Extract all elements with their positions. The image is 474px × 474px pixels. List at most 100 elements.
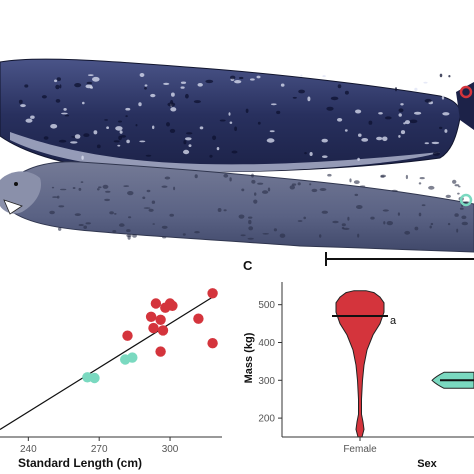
seal-spot [256, 75, 261, 79]
seal-spot [405, 120, 410, 125]
seal-spot [424, 98, 432, 103]
seal-spot [92, 76, 100, 82]
seal-spot [398, 113, 402, 117]
seal-spot [357, 233, 360, 238]
seal-spot [341, 223, 346, 227]
seal-spot [24, 84, 29, 88]
seal-spot [239, 76, 244, 80]
seal-spot [167, 102, 176, 107]
seal-spot [104, 119, 108, 121]
seal-spot [152, 125, 155, 130]
seal-spot [270, 103, 277, 106]
seal-spot [311, 188, 318, 193]
seal-spot [59, 84, 62, 89]
violin-panel: 200 300 400 500 Mass (kg) a Female Sex [243, 282, 474, 470]
seal-spot [356, 205, 363, 209]
scatter-x-ticks: 240 270 300 [20, 437, 179, 455]
seal-spot [457, 192, 460, 195]
seal-spot [180, 81, 187, 84]
seal-spot [397, 212, 400, 216]
seal-spot [234, 126, 238, 132]
seal-spot [248, 226, 254, 231]
seal-spot [185, 93, 189, 99]
seal-spot [280, 83, 285, 87]
seal-spot [409, 119, 418, 124]
seal-spot [405, 174, 408, 180]
seal-spot [303, 216, 307, 220]
seal-spot [461, 215, 467, 220]
seal-spot [55, 99, 61, 103]
seal-spot [353, 180, 360, 185]
seal-spot [368, 120, 373, 125]
seal-spot [376, 136, 383, 141]
seal-spot [43, 136, 49, 140]
seal-spot [454, 213, 459, 217]
seal-spot [216, 147, 220, 151]
seal-spot [139, 73, 145, 77]
seal-spot [445, 194, 451, 198]
seal-spot [439, 126, 443, 130]
seal-spot [112, 230, 117, 233]
seal-spot [63, 108, 67, 111]
seal-spot [439, 73, 443, 78]
male-seal-illustration [0, 58, 474, 173]
seal-spot [219, 119, 226, 122]
seal-spot [291, 183, 297, 186]
seal-spot [81, 155, 84, 160]
seal-spot [223, 209, 227, 212]
seal-spot [430, 222, 434, 226]
seal-spot [321, 210, 328, 214]
seal-spot [197, 83, 203, 87]
violin-y-ticks: 200 300 400 500 [258, 300, 282, 425]
seal-spot [273, 228, 277, 232]
seal-spot [330, 96, 339, 101]
trend-line [0, 296, 213, 430]
panel-c-label: C [243, 258, 253, 273]
seal-spot [52, 196, 58, 198]
seal-spot [298, 89, 305, 94]
seal-spot [238, 214, 245, 219]
seal-spot [382, 209, 389, 212]
seal-spot [319, 188, 327, 191]
seal-spot [400, 130, 406, 135]
seal-spot [80, 181, 84, 184]
seal-spot [400, 103, 404, 106]
scatter-x-tick-label: 270 [91, 444, 108, 455]
seal-spot [96, 144, 101, 149]
seal-spot [169, 128, 176, 133]
seal-spot [257, 121, 261, 125]
seal-spot [56, 77, 61, 81]
seal-spot [199, 126, 204, 130]
seal-spot [461, 221, 468, 226]
scatter-point [148, 322, 159, 334]
seal-spot [118, 120, 122, 123]
seal-spot [50, 124, 58, 129]
seal-spot [148, 208, 154, 212]
female-category-label: Female [343, 444, 377, 455]
seal-spot [251, 173, 254, 178]
seal-spot [304, 152, 307, 155]
seal-spot [74, 213, 81, 217]
seal-spot [85, 222, 91, 225]
scatter-point [155, 346, 166, 357]
violin-y-tick-label: 200 [258, 414, 275, 425]
scatter-point [167, 300, 178, 311]
seal-spot [404, 230, 411, 235]
seal-spot [117, 144, 121, 147]
male-marker [459, 85, 473, 99]
seal-spot [135, 124, 138, 127]
seal-spot [347, 216, 350, 221]
seal-spot [248, 219, 252, 225]
seal-spot [321, 138, 328, 143]
seal-spot [104, 198, 110, 202]
scatter-point [122, 330, 133, 341]
seal-spot [78, 187, 82, 191]
scatter-x-axis-title: Standard Length (cm) [18, 456, 142, 470]
seal-spot [128, 216, 132, 219]
seal-spot [83, 225, 87, 229]
seal-spot [144, 84, 148, 87]
seal-spot [119, 130, 123, 134]
seal-spot [56, 195, 60, 199]
seal-spot [322, 155, 328, 158]
seal-spot [87, 74, 94, 76]
